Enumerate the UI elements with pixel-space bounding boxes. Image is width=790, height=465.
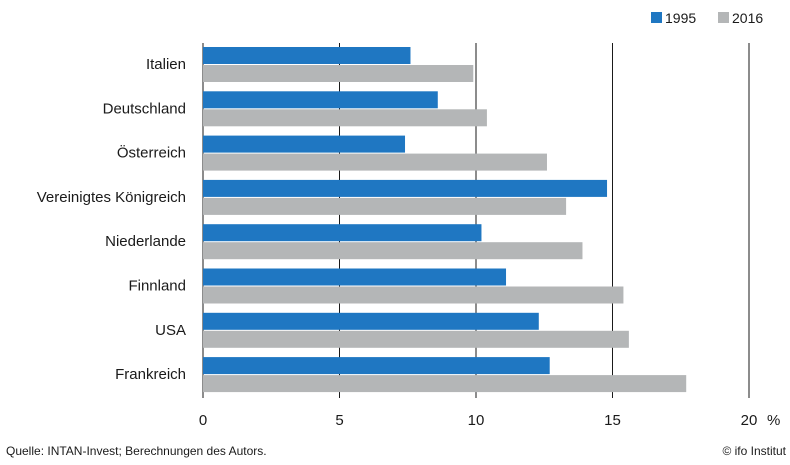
bar-1995-1 — [203, 47, 411, 64]
x-tick-label-0: 0 — [199, 412, 207, 429]
category-label-8: Frankreich — [115, 366, 186, 383]
legend-swatch-2016 — [718, 12, 729, 23]
bar-1995-3 — [203, 135, 406, 153]
bar-2016-6 — [203, 286, 624, 304]
bar-chart-svg: Italien Deutschland Österreich Vereinigtes … — [37, 10, 781, 429]
x-unit-label: % — [767, 412, 780, 429]
bar-1995-8 — [203, 357, 550, 375]
bar-2016-7 — [203, 330, 629, 348]
bar-1995-7 — [203, 312, 539, 330]
legend-label-1995: 1995 — [665, 10, 696, 26]
category-label-6: Finnland — [128, 278, 186, 295]
bar-1995-6 — [203, 268, 507, 286]
bar-2016-4 — [203, 197, 567, 215]
bar-2016-3 — [203, 153, 547, 171]
bar-1995-2 — [203, 91, 438, 109]
bar-1995-4 — [203, 179, 608, 197]
bar-2016-8 — [203, 375, 687, 393]
source-note: Quelle: INTAN-Invest; Berechnungen des A… — [6, 444, 267, 458]
category-label-5: Niederlande — [105, 233, 186, 250]
x-tick-label-10: 10 — [468, 412, 485, 429]
bar-1995-5 — [203, 224, 482, 242]
legend-label-2016: 2016 — [732, 10, 763, 26]
bar-2016-1 — [203, 65, 474, 82]
category-label-3: Österreich — [117, 144, 186, 162]
legend-swatch-1995 — [651, 12, 662, 23]
bar-2016-5 — [203, 242, 583, 260]
copyright-note: © ifo Institut — [722, 444, 786, 458]
bar-2016-2 — [203, 109, 487, 127]
category-label-1: Italien — [146, 56, 186, 73]
x-tick-label-15: 15 — [604, 412, 621, 429]
x-tick-label-5: 5 — [335, 412, 343, 429]
category-label-2: Deutschland — [103, 100, 186, 117]
category-label-7: USA — [155, 322, 186, 339]
category-label-4: Vereinigtes Königreich — [37, 189, 186, 206]
x-tick-label-20: 20 — [741, 412, 758, 429]
